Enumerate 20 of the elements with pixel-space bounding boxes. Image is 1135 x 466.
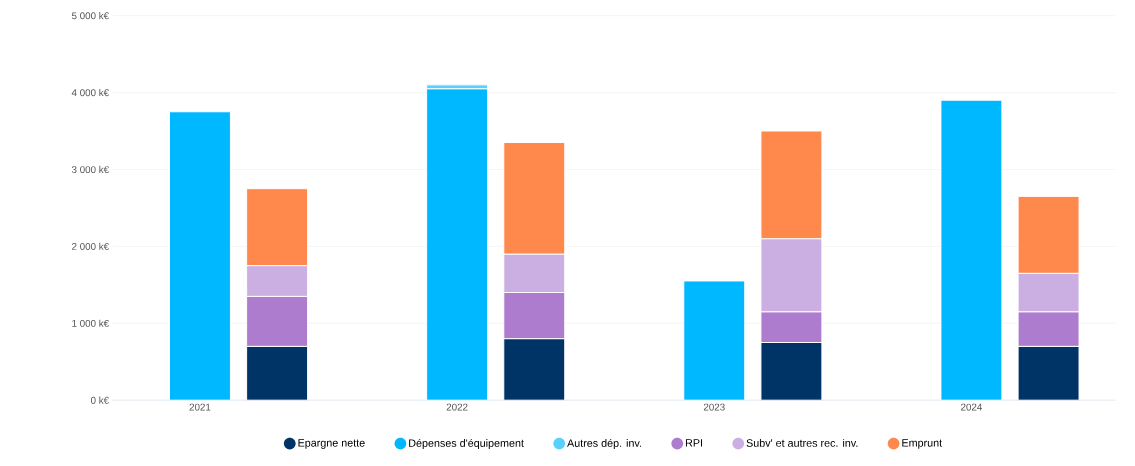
- legend-label: RPI: [685, 439, 703, 447]
- x-tick-label: 2022: [446, 403, 468, 411]
- legend-label: Subv' et autres rec. inv.: [746, 439, 858, 447]
- y-tick-label: 0 k€: [90, 396, 109, 404]
- y-tick-label: 4 000 k€: [71, 89, 109, 97]
- legend-label: Dépenses d'équipement: [409, 439, 524, 450]
- legend-label: Autres dép. inv.: [567, 439, 642, 450]
- bar: [169, 111, 231, 401]
- bar: [683, 280, 746, 401]
- y-tick-label: 1 000 k€: [72, 319, 109, 327]
- x-tick-label: 2023: [703, 403, 725, 411]
- y-tick-label: 3 000 k€: [71, 165, 109, 174]
- bar: [426, 88, 489, 401]
- y-tick-label: 2 000 k€: [72, 242, 109, 251]
- bar: [940, 99, 1003, 401]
- legend-label: Epargne nette: [298, 439, 365, 449]
- y-tick-label: 5 000 k€: [71, 12, 109, 20]
- x-tick-label: 2024: [961, 403, 983, 411]
- x-tick-label: 2021: [189, 403, 211, 411]
- legend-label: Emprunt: [902, 439, 943, 449]
